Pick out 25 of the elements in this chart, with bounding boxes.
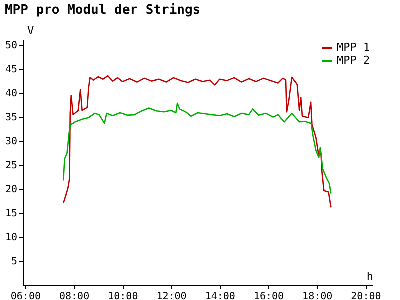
line-series [62,102,332,194]
y-tick-label: 45 [5,64,18,76]
legend-label: MPP 1 [337,41,370,54]
y-tick-label: 35 [5,112,18,124]
x-tick-label: 18:00 [302,292,333,300]
x-tick-label: 10:00 [108,292,138,300]
y-tick-label: 15 [5,208,18,220]
y-tick-label: 5 [11,256,18,268]
x-tick-label: 20:00 [351,292,382,300]
x-axis-title: h [366,270,374,284]
x-tick-label: 12:00 [156,292,187,300]
y-tick-label: 20 [5,184,18,196]
chart-title: MPP pro Modul der Strings [4,3,201,18]
x-tick-label: 14:00 [205,292,236,300]
x-tick-label: 08:00 [59,292,90,300]
y-tick-label: 50 [5,40,18,52]
y-tick-label: 10 [5,232,18,244]
y-axis-title: V [28,24,34,38]
line-series [62,75,332,208]
x-tick-label: 06:00 [10,292,41,300]
legend-label: MPP 2 [337,54,370,67]
y-tick-label: 25 [5,160,18,172]
y-tick-label: 30 [5,136,18,148]
y-tick-label: 40 [5,88,18,100]
x-tick-label: 16:00 [254,292,284,300]
